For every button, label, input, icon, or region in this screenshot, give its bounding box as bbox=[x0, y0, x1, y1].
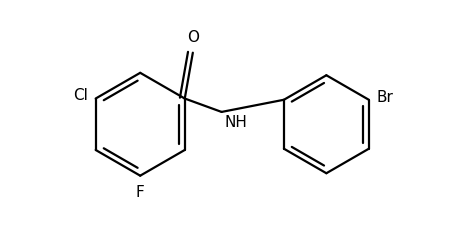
Text: Cl: Cl bbox=[73, 88, 88, 103]
Text: F: F bbox=[136, 184, 145, 199]
Text: O: O bbox=[187, 30, 199, 45]
Text: NH: NH bbox=[224, 115, 247, 130]
Text: Br: Br bbox=[376, 89, 393, 104]
